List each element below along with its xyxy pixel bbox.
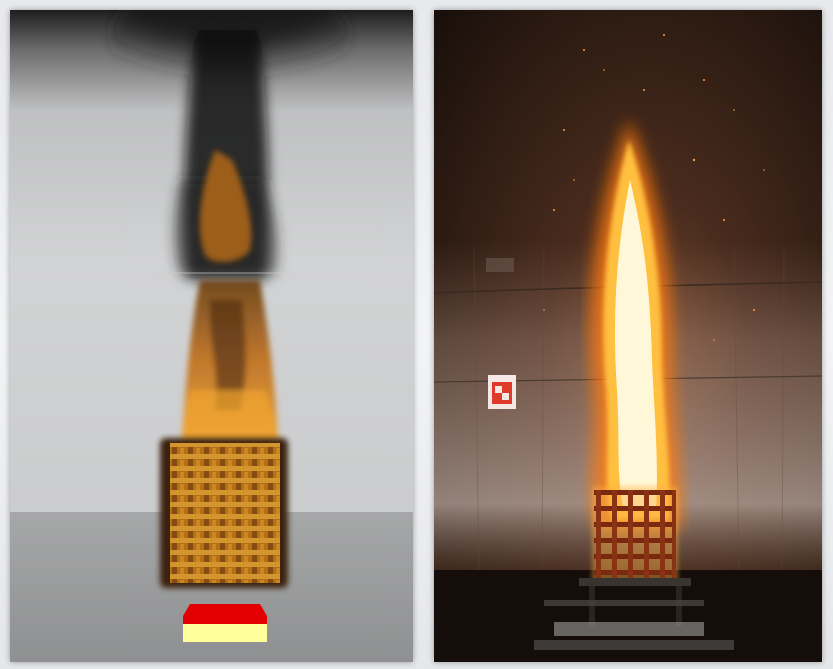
burner-marker xyxy=(183,604,267,642)
fire-test-photo xyxy=(434,10,822,662)
real-flame xyxy=(590,120,681,530)
simulation-image xyxy=(10,10,413,662)
fire-test-photo-panel xyxy=(434,10,822,662)
wood-crib xyxy=(592,486,678,582)
test-stand xyxy=(534,578,734,650)
wall-plate xyxy=(486,258,514,272)
burning-crib xyxy=(160,438,288,588)
sparks xyxy=(543,34,765,341)
simulated-flame xyxy=(180,150,280,450)
wall-sign xyxy=(488,375,516,409)
simulation-render-panel xyxy=(10,10,413,662)
